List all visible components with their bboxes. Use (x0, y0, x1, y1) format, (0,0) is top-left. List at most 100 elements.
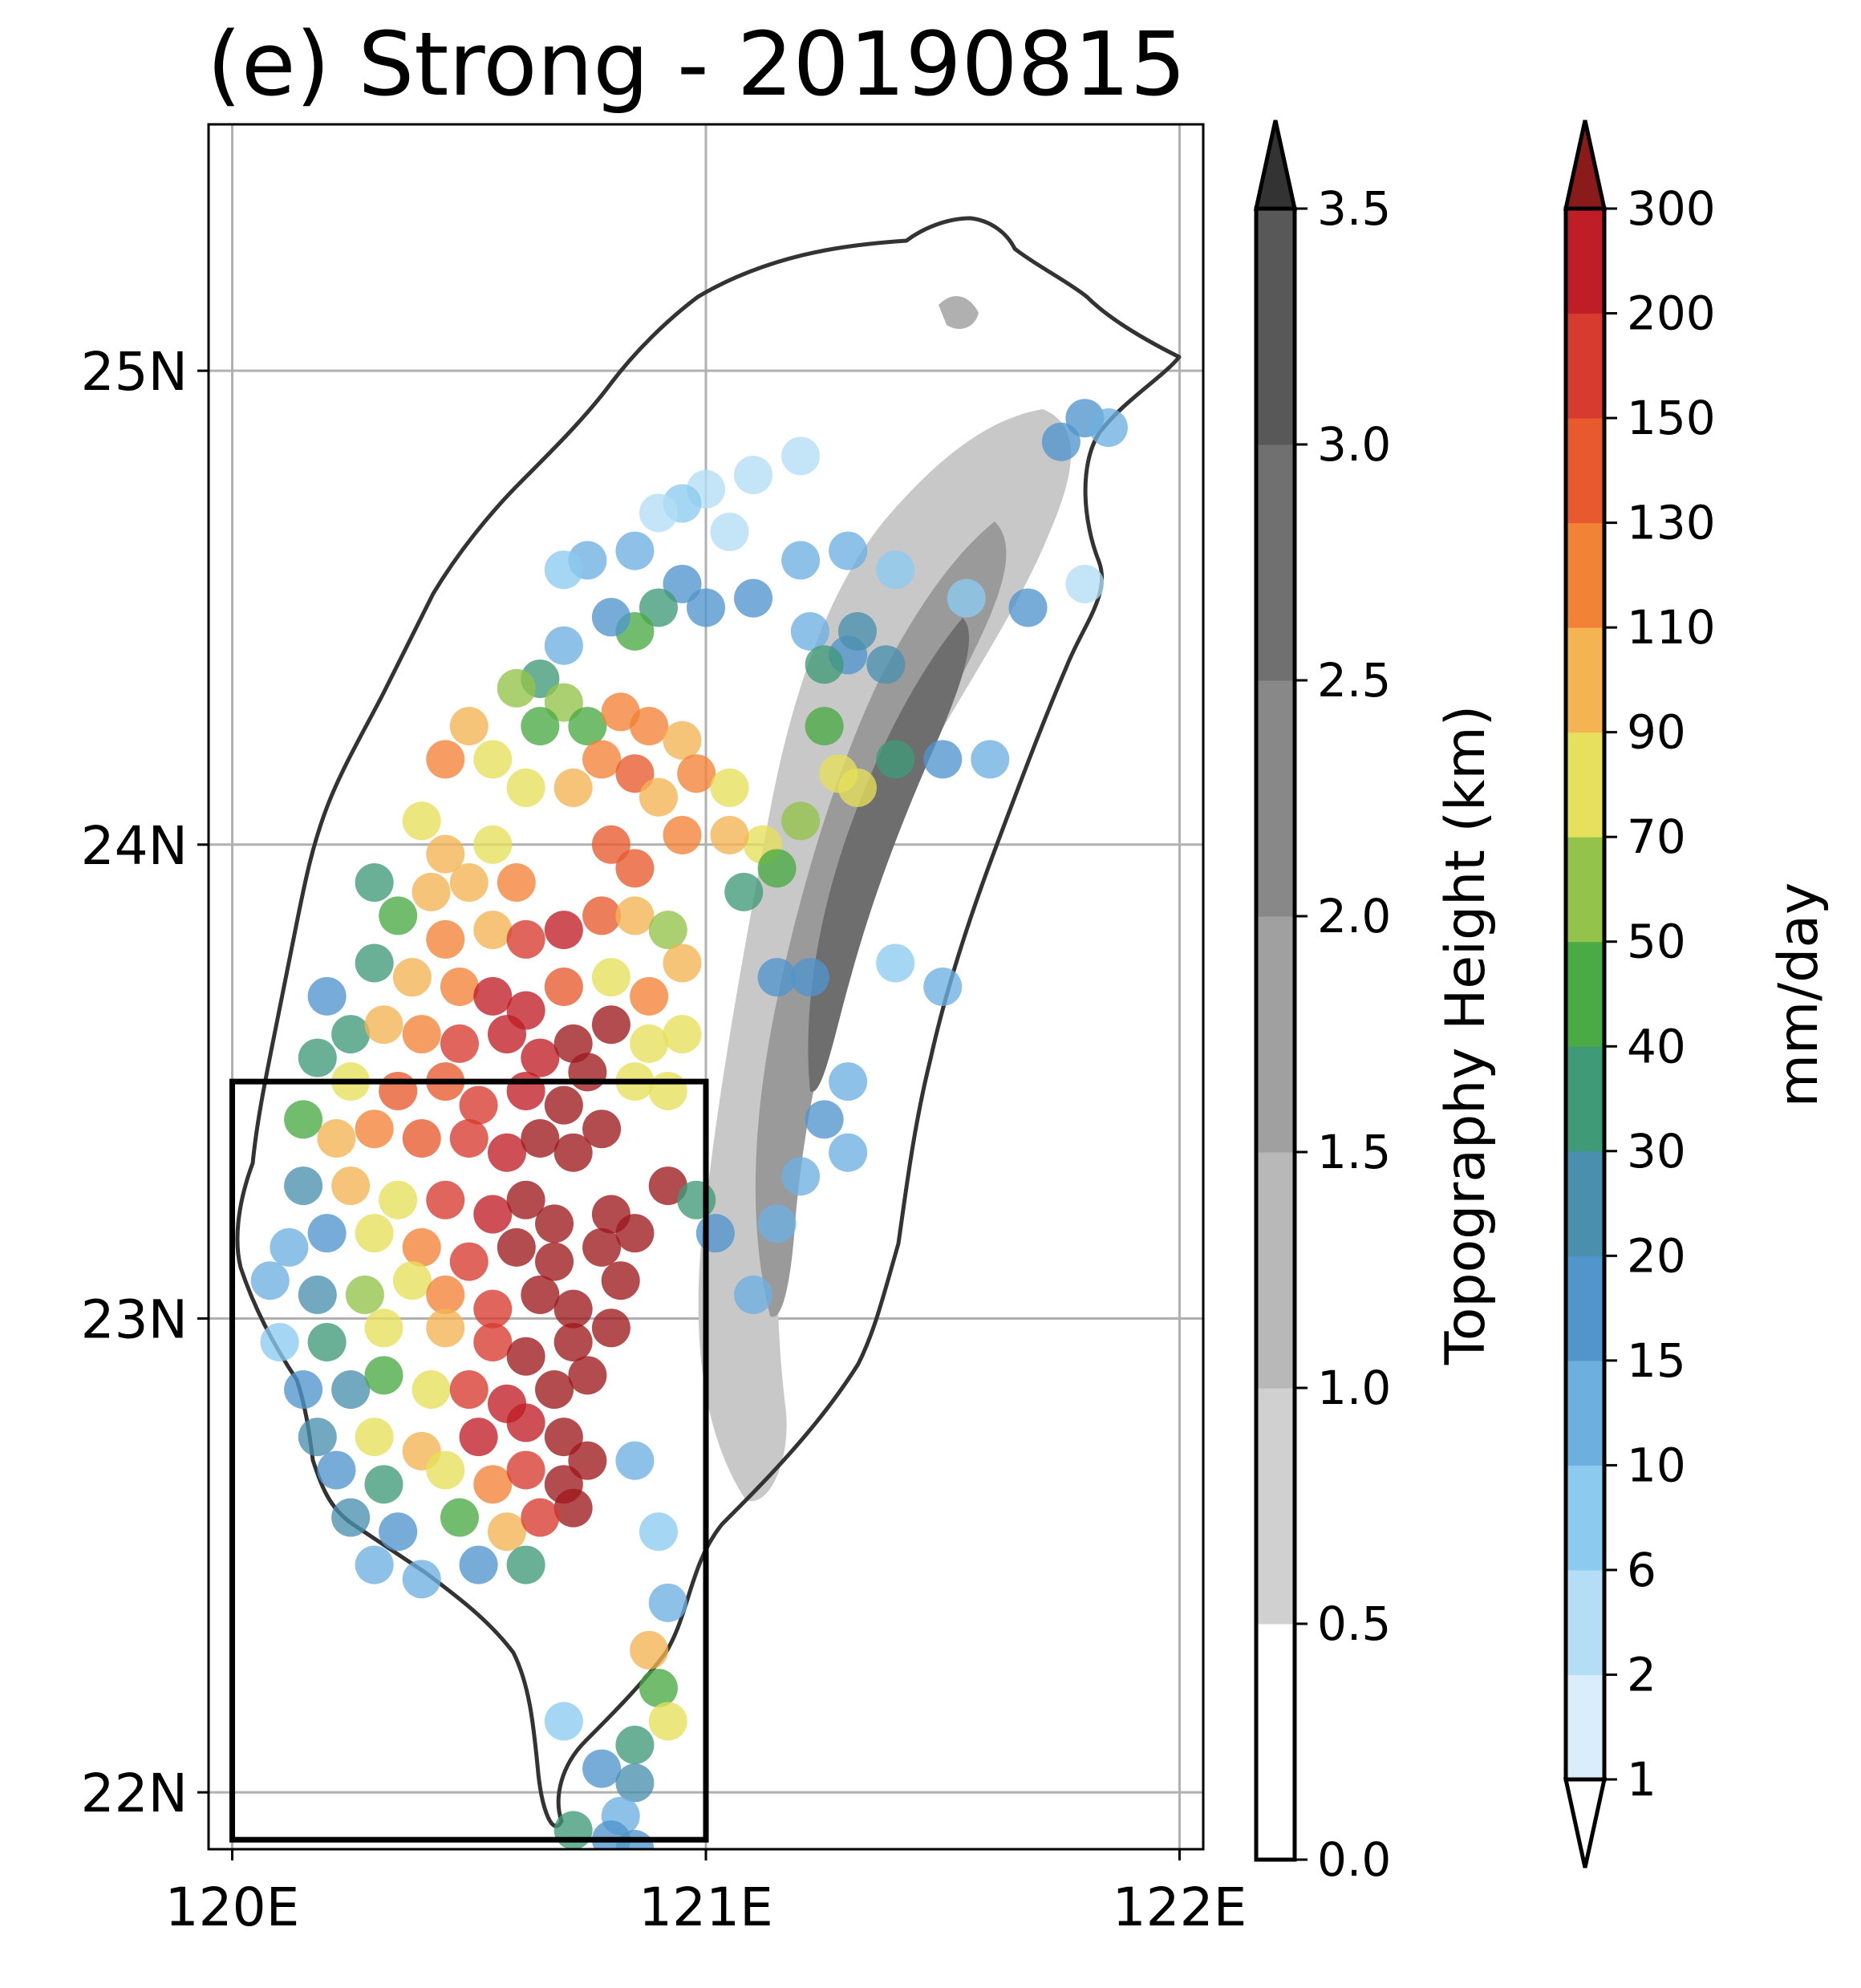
colorbar-segment (1256, 1152, 1295, 1389)
station-point (757, 849, 797, 888)
station-point (615, 531, 655, 570)
station-point (553, 1488, 593, 1528)
y-tick-label: 24N (81, 815, 188, 877)
station-point (601, 692, 640, 732)
station-point (615, 1763, 655, 1803)
station-point (459, 1545, 498, 1584)
station-point (591, 598, 630, 637)
station-point (521, 707, 560, 746)
colorbar-segment (1566, 1360, 1604, 1466)
station-point (345, 1275, 384, 1314)
station-point (876, 740, 915, 779)
station-point (663, 943, 702, 983)
station-point (630, 976, 669, 1016)
station-point (790, 612, 829, 651)
colorbar-tick-label: 3.5 (1317, 181, 1391, 236)
rainfall-colorbar: 1 2 6 10 15 20 30 40 50 70 90 110 130 150 200 300 (1563, 120, 1716, 1868)
station-point (591, 958, 630, 997)
station-point (553, 1024, 593, 1063)
station-point (473, 1465, 513, 1504)
station-point (553, 768, 593, 807)
station-point (298, 1418, 337, 1457)
colorbar-segment (1566, 313, 1604, 419)
station-point (521, 1119, 560, 1158)
y-tick-label: 25N (81, 341, 188, 403)
colorbar-tick-label: 2.5 (1317, 653, 1391, 708)
station-point (582, 1110, 622, 1149)
colorbar-tick-label: 3.0 (1317, 417, 1391, 472)
station-point (355, 943, 394, 983)
colorbar-tick-label: 200 (1627, 286, 1716, 341)
station-point (544, 1085, 583, 1125)
station-point (639, 1669, 678, 1708)
colorbar-segment (1566, 1256, 1604, 1361)
colorbar-tick-label: 1.5 (1317, 1125, 1391, 1179)
colorbar-tick-label: 2.0 (1317, 889, 1391, 943)
station-point (805, 1100, 844, 1139)
highlight-box (229, 1078, 709, 1843)
colorbar-segment (1256, 916, 1295, 1153)
station-point (497, 863, 536, 903)
station-point (724, 872, 764, 911)
station-point (307, 1214, 347, 1253)
colorbar-segment (1566, 1674, 1604, 1780)
colorbar-tick-label: 1 (1627, 1752, 1656, 1807)
station-point (250, 1261, 290, 1300)
rainfall-colorbar-label: mm/day (1767, 882, 1831, 1107)
station-point (648, 1702, 687, 1741)
station-point (506, 1545, 545, 1584)
station-point (1041, 422, 1081, 461)
station-point (412, 872, 451, 911)
station-point (601, 1261, 640, 1300)
y-tick-label: 22N (81, 1763, 188, 1824)
colorbar-segment (1566, 732, 1604, 838)
station-point (663, 815, 702, 854)
topography-colorbar: 0.0 0.5 1.0 1.5 2.0 2.5 3.0 3.5 (1253, 120, 1391, 1887)
station-point (615, 1726, 655, 1765)
station-point (473, 1322, 513, 1361)
station-point (379, 896, 418, 935)
station-point (971, 740, 1010, 779)
rain-gauge-stations (250, 399, 1128, 1849)
station-point (734, 578, 773, 618)
station-point (426, 834, 465, 874)
station-point (298, 1275, 337, 1314)
station-point (497, 1227, 536, 1267)
station-point (402, 1227, 441, 1267)
station-point (695, 1214, 735, 1253)
station-point (402, 1119, 441, 1158)
station-point (535, 1370, 574, 1410)
station-point (488, 1133, 526, 1172)
y-axis-ticks: 22N 23N 24N 25N (81, 341, 209, 1824)
station-point (544, 1702, 583, 1741)
colorbar-segment (1566, 627, 1604, 733)
station-point (710, 768, 749, 807)
x-axis-ticks: 120E 121E 122E (165, 1849, 1247, 1938)
station-point (805, 645, 844, 684)
station-point (284, 1166, 323, 1206)
station-point (473, 1289, 513, 1329)
colorbar-tick-label: 30 (1627, 1124, 1686, 1179)
station-point (535, 1204, 574, 1244)
station-point (648, 1583, 687, 1622)
colorbar-tick-label: 300 (1627, 181, 1716, 236)
station-point (426, 1308, 465, 1348)
station-point (521, 1038, 560, 1077)
station-point (615, 896, 655, 935)
station-point (379, 1180, 418, 1219)
station-point (364, 1308, 403, 1348)
station-point (757, 958, 797, 997)
station-point (829, 531, 868, 570)
colorbar-segment (1566, 837, 1604, 943)
station-point (648, 1166, 687, 1206)
station-point (497, 668, 536, 708)
station-point (426, 919, 465, 959)
station-point (521, 1498, 560, 1537)
station-point (615, 754, 655, 793)
station-point (440, 1024, 479, 1063)
station-point (402, 801, 441, 841)
station-point (663, 1015, 702, 1054)
station-point (284, 1370, 323, 1410)
station-point (473, 740, 513, 779)
